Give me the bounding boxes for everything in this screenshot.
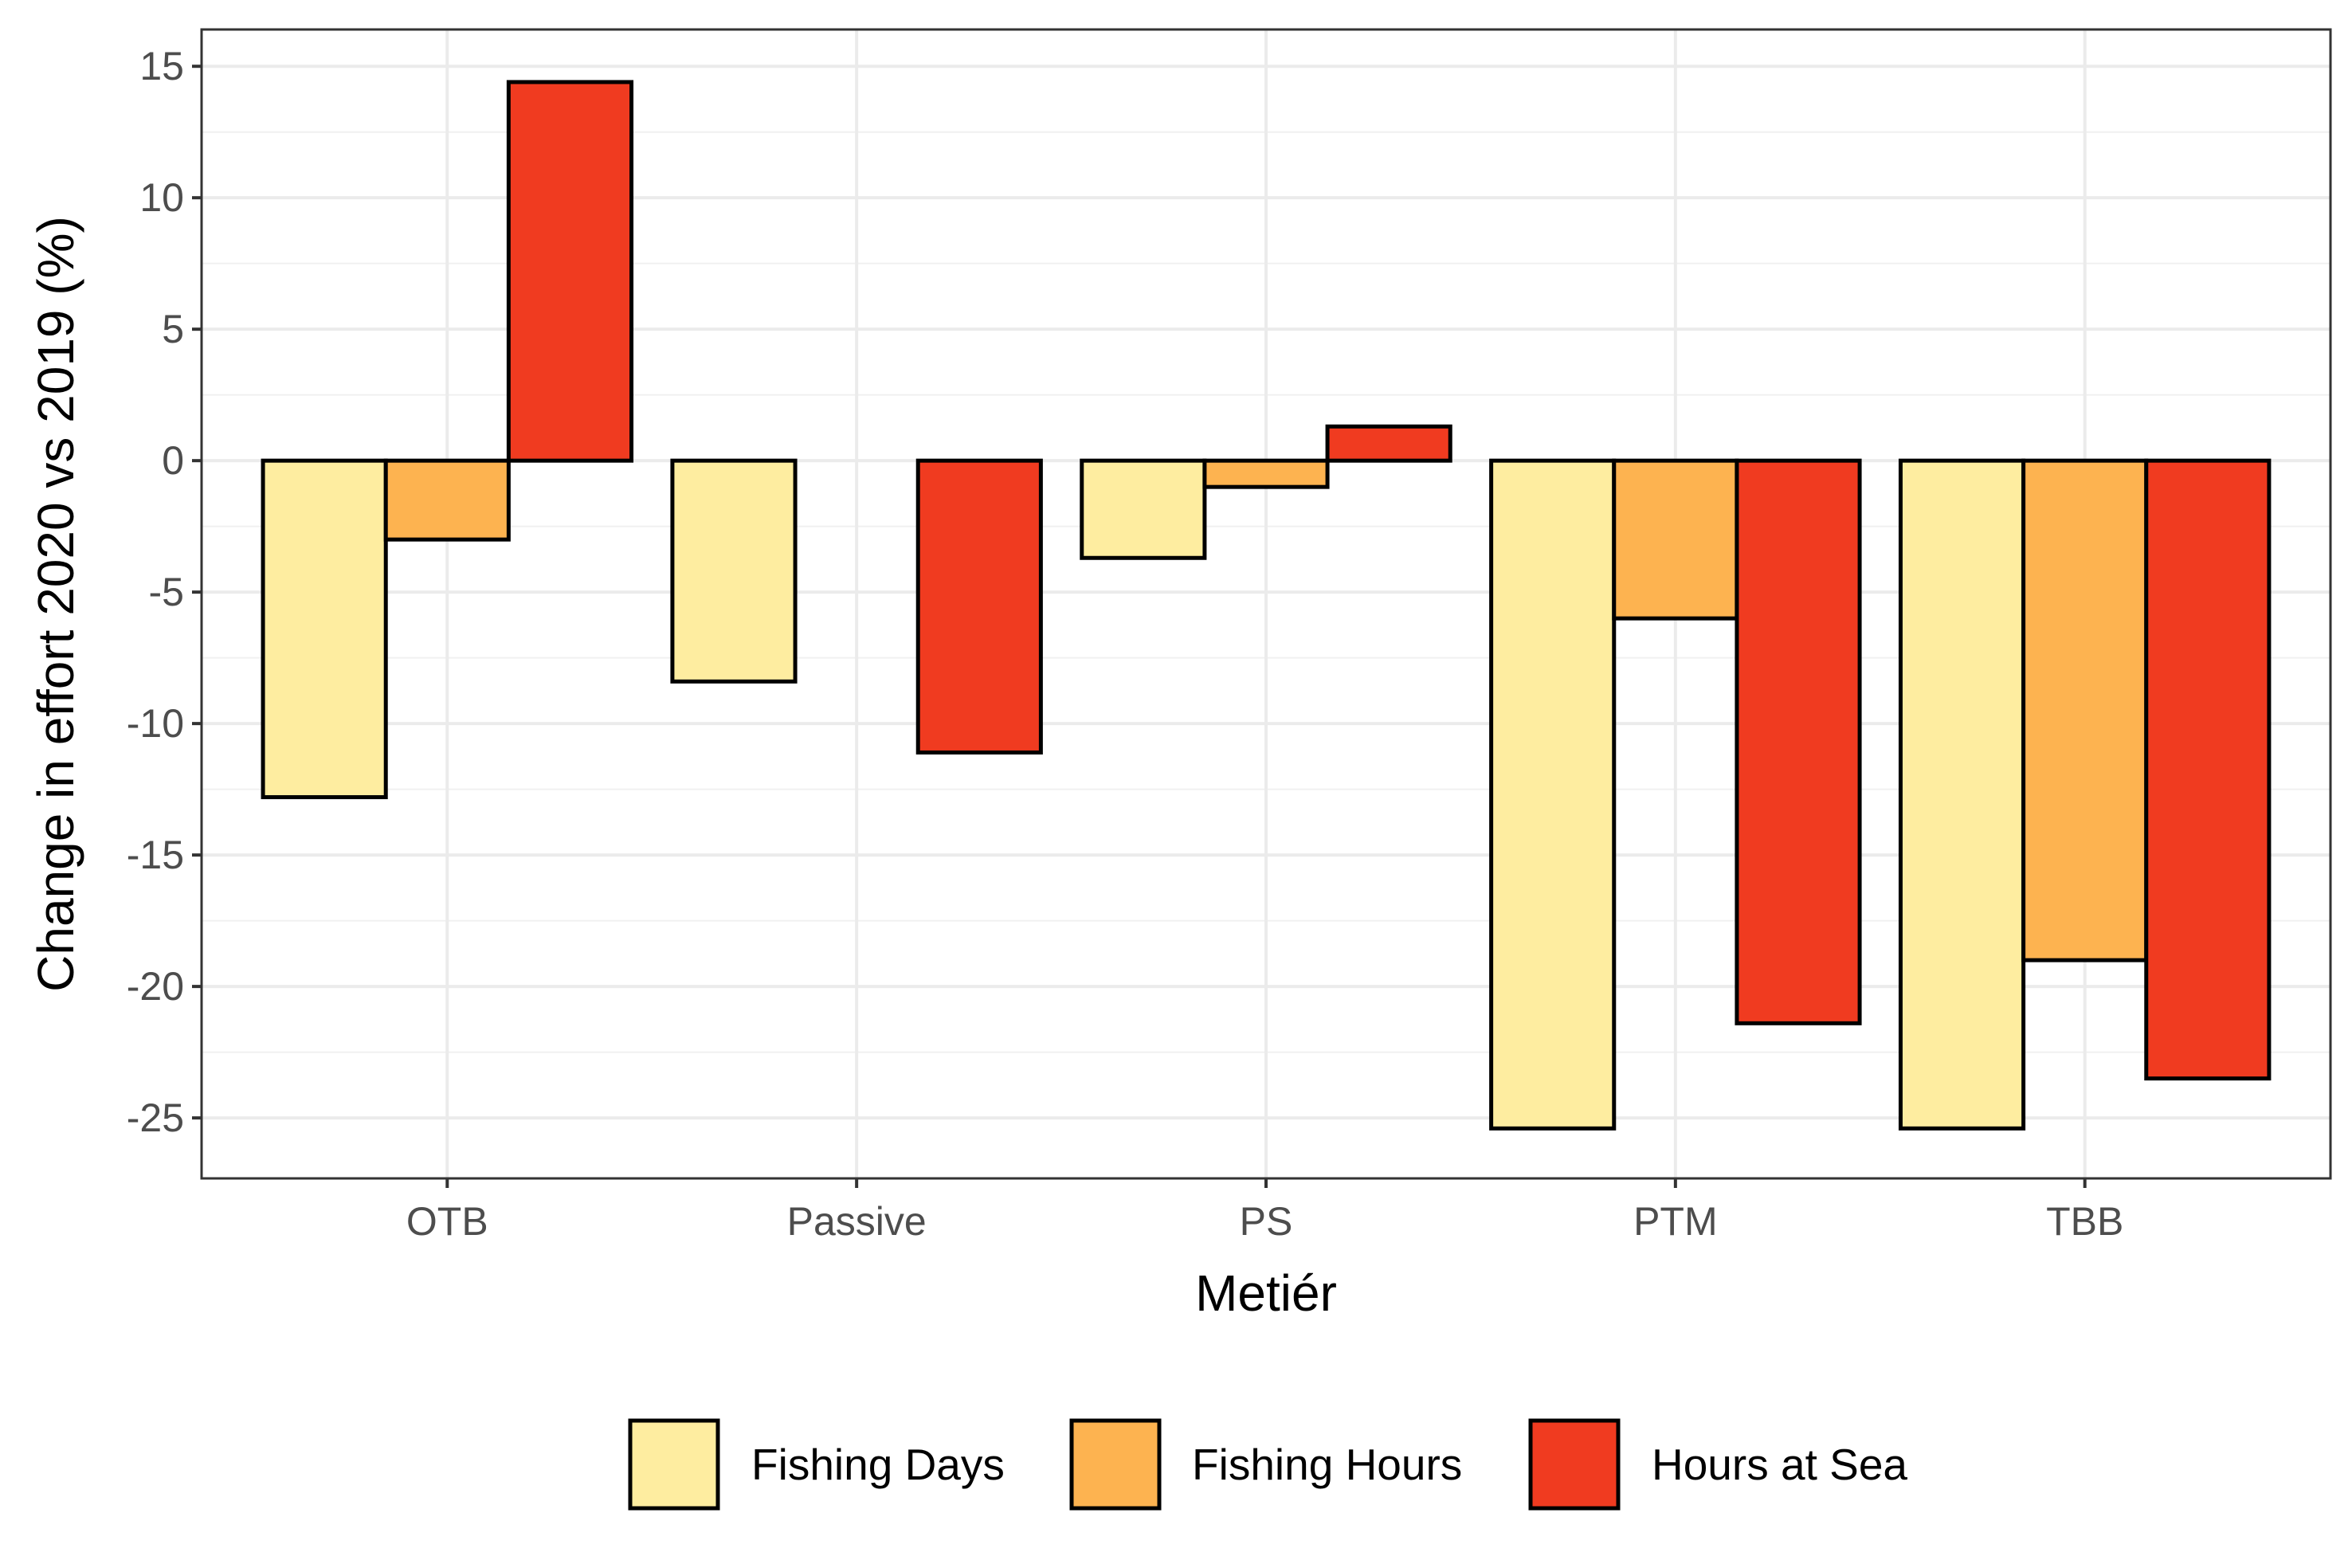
bar-hours-at-sea-ps xyxy=(1325,424,1452,463)
bars xyxy=(261,80,2272,1131)
y-axis-title: Change in effort 2020 vs 2019 (%) xyxy=(27,216,84,992)
y-tick-label: 10 xyxy=(139,175,184,220)
x-tick-label: TBB xyxy=(2046,1199,2123,1244)
bar-hours-at-sea-passive xyxy=(915,458,1043,755)
legend-label-fishing-hours: Fishing Hours xyxy=(1192,1440,1462,1489)
bar-hours-at-sea-ptm xyxy=(1735,458,1862,1025)
bar-fishing-hours-ps xyxy=(1202,458,1330,489)
bar-fishing-hours-ptm xyxy=(1612,458,1739,621)
y-tick-label: 5 xyxy=(162,307,184,351)
bar-fishing-hours-tbb xyxy=(2021,458,2149,962)
x-axis-title: Metiér xyxy=(1195,1264,1337,1322)
bar-fishing-days-passive xyxy=(670,458,798,684)
legend-label-hours-at-sea: Hours at Sea xyxy=(1652,1440,1907,1489)
legend-swatch-hours-at-sea xyxy=(1528,1418,1621,1511)
bar-hours-at-sea-otb xyxy=(506,80,634,463)
legend-swatch-fishing-hours xyxy=(1069,1418,1162,1511)
bar-hours-at-sea-tbb xyxy=(2144,458,2272,1081)
y-tick-label: -10 xyxy=(127,701,184,746)
y-axis: 15 10 5 0 -5 -10 -15 -20 -25 xyxy=(127,44,202,1140)
y-tick-label: -15 xyxy=(127,833,184,877)
x-tick-label: Passive xyxy=(787,1199,927,1244)
bar-fishing-days-otb xyxy=(261,458,388,800)
bar-fishing-days-tbb xyxy=(1898,458,2026,1131)
bar-fishing-hours-otb xyxy=(383,458,511,542)
x-tick-label: OTB xyxy=(406,1199,488,1244)
legend-swatch-fishing-days xyxy=(628,1418,720,1511)
y-tick-label: -25 xyxy=(127,1096,184,1140)
y-tick-label: 15 xyxy=(139,44,184,88)
legend: Fishing Days Fishing Hours Hours at Sea xyxy=(628,1418,1907,1511)
x-tick-label: PTM xyxy=(1633,1199,1718,1244)
y-tick-label: -20 xyxy=(127,964,184,1009)
y-tick-label: 0 xyxy=(162,438,184,483)
y-tick-label: -5 xyxy=(149,570,184,614)
x-axis: OTB Passive PS PTM TBB xyxy=(406,1178,2123,1244)
x-tick-label: PS xyxy=(1240,1199,1293,1244)
bar-fishing-days-ps xyxy=(1080,458,1207,560)
legend-label-fishing-days: Fishing Days xyxy=(751,1440,1005,1489)
bar-fishing-days-ptm xyxy=(1489,458,1617,1131)
